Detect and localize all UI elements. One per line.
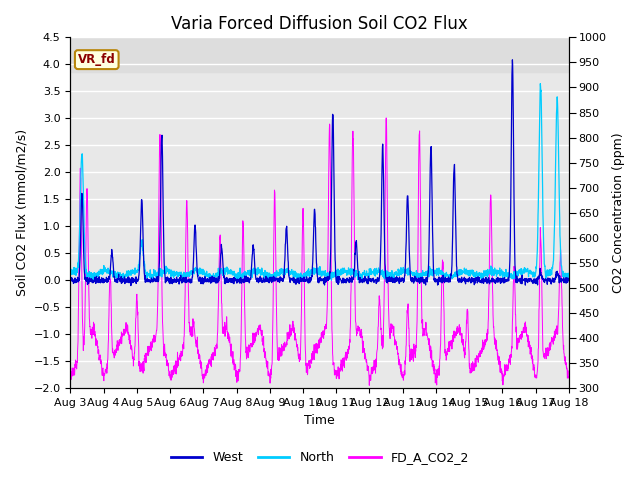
Title: Varia Forced Diffusion Soil CO2 Flux: Varia Forced Diffusion Soil CO2 Flux [171, 15, 468, 33]
X-axis label: Time: Time [304, 414, 335, 427]
Y-axis label: CO2 Concentration (ppm): CO2 Concentration (ppm) [612, 132, 625, 293]
Bar [70, 37, 569, 72]
Text: VR_fd: VR_fd [78, 53, 116, 66]
Y-axis label: Soil CO2 Flux (mmol/m2/s): Soil CO2 Flux (mmol/m2/s) [15, 129, 28, 296]
Legend: West, North, FD_A_CO2_2: West, North, FD_A_CO2_2 [166, 446, 474, 469]
